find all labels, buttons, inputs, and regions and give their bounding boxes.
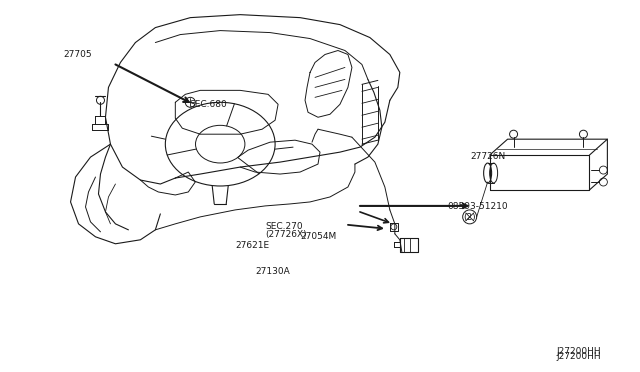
- Text: J27200HH: J27200HH: [556, 347, 601, 356]
- Text: 27705: 27705: [63, 50, 92, 59]
- Text: 27726N: 27726N: [470, 152, 506, 161]
- Text: 27130A: 27130A: [255, 267, 290, 276]
- Text: J27200HH: J27200HH: [556, 352, 601, 361]
- Text: 27054M: 27054M: [301, 232, 337, 241]
- Text: 27621E: 27621E: [235, 241, 269, 250]
- Text: 08593-51210: 08593-51210: [448, 202, 508, 211]
- Text: (27726X): (27726X): [266, 230, 307, 240]
- Text: SEC.270: SEC.270: [266, 222, 303, 231]
- Text: SEC.680: SEC.680: [189, 100, 227, 109]
- Text: (2): (2): [464, 213, 476, 222]
